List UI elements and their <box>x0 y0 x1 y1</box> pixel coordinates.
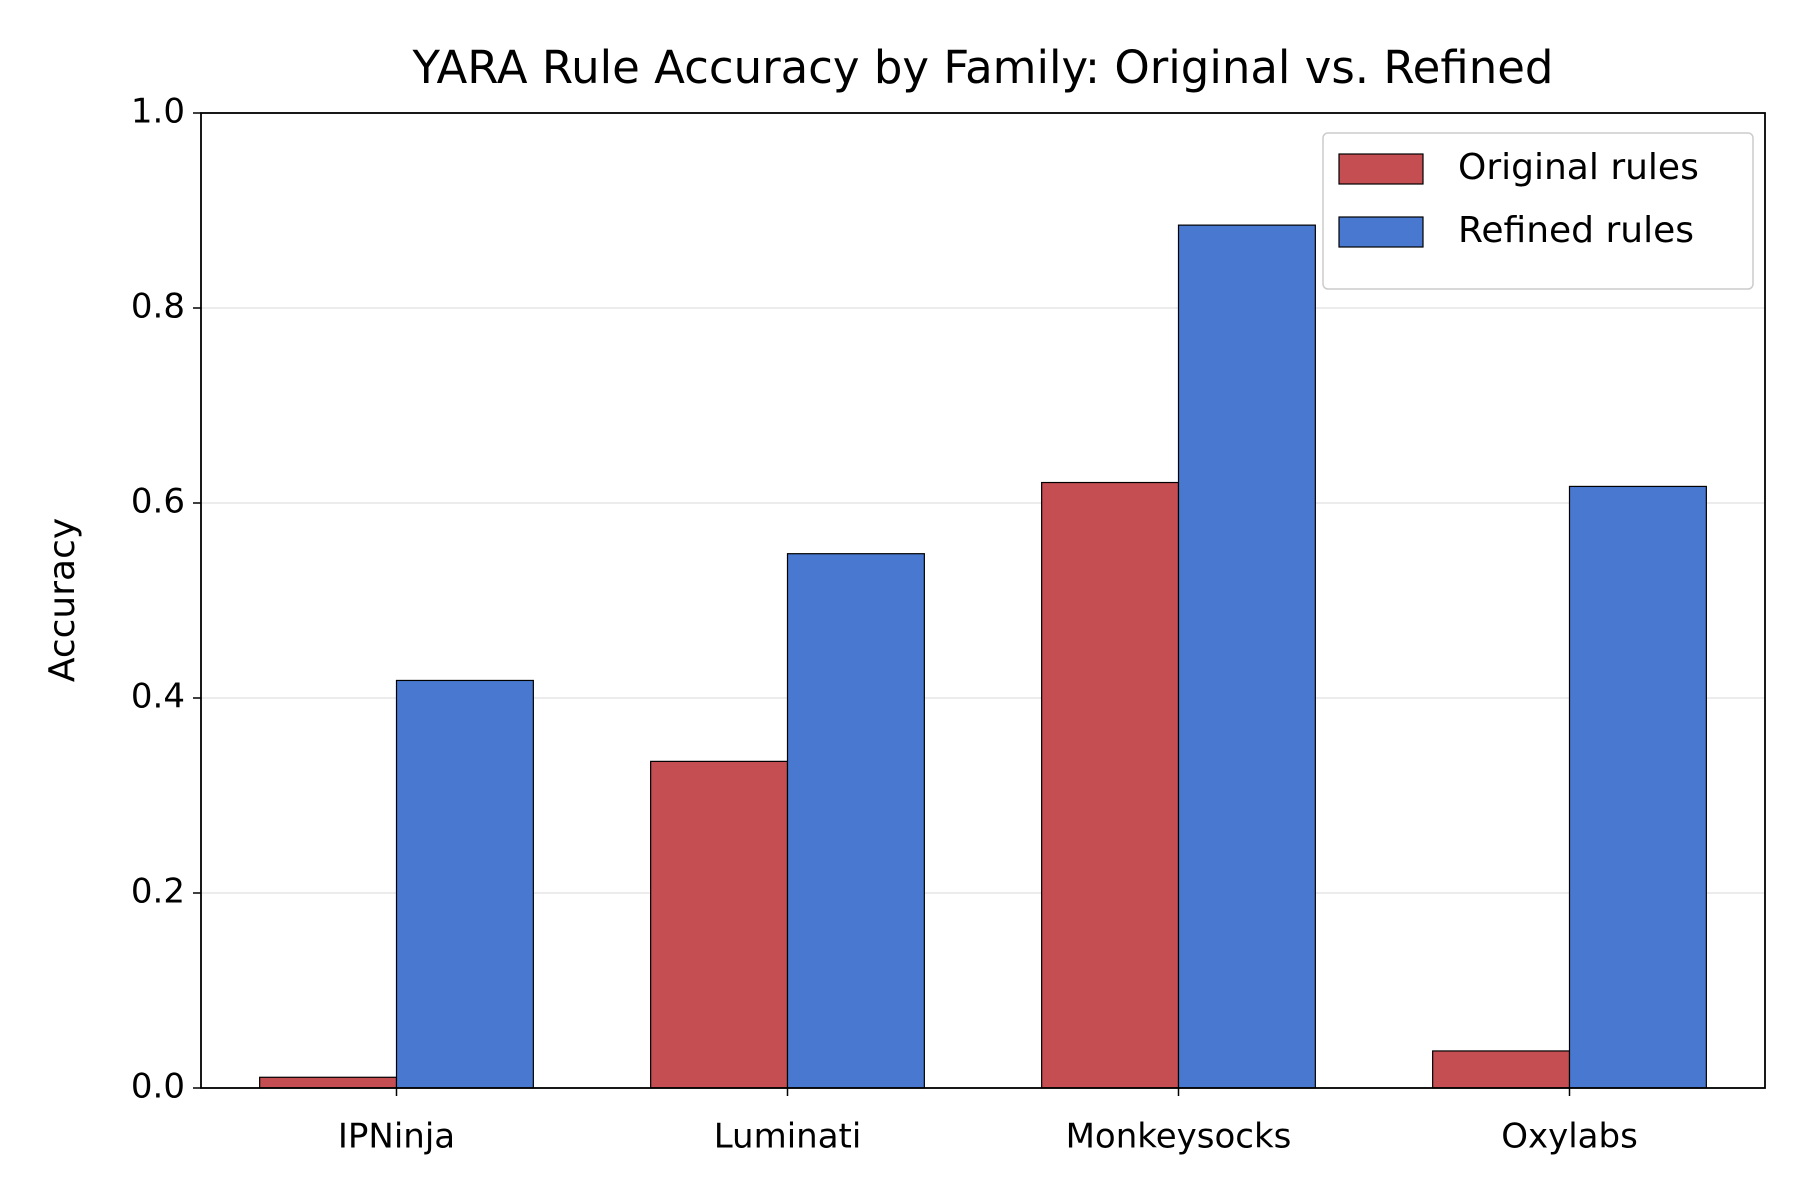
legend-label: Refined rules <box>1458 210 1694 251</box>
x-tick-label: IPNinja <box>338 1117 455 1157</box>
x-tick-label: Oxylabs <box>1501 1117 1638 1157</box>
y-tick-label: 0.4 <box>131 677 185 717</box>
legend-swatch <box>1338 153 1424 185</box>
bar <box>259 1076 398 1089</box>
bar <box>1041 481 1180 1089</box>
y-axis-label: Accuracy <box>42 518 83 682</box>
y-tick-label: 0.0 <box>131 1067 185 1107</box>
y-tick-label: 0.6 <box>131 482 185 522</box>
bar <box>650 760 789 1089</box>
plot-frame <box>200 112 1766 1089</box>
x-tick-label: Luminati <box>714 1117 862 1157</box>
legend-frame <box>1322 132 1754 290</box>
y-tick-label: 0.8 <box>131 287 185 327</box>
bar <box>1432 1050 1571 1089</box>
y-tick-label: 1.0 <box>131 92 185 132</box>
x-tick-label: Monkeysocks <box>1066 1117 1292 1157</box>
y-tick-label: 0.2 <box>131 872 185 912</box>
bar <box>786 553 925 1089</box>
bar <box>1568 485 1707 1089</box>
legend-label: Original rules <box>1458 147 1699 188</box>
bar <box>1177 224 1316 1089</box>
bar <box>395 679 534 1089</box>
chart-title: YARA Rule Accuracy by Family: Original v… <box>412 41 1554 94</box>
legend: Original rules Refined rules <box>1322 132 1754 290</box>
legend-swatch <box>1338 216 1424 248</box>
